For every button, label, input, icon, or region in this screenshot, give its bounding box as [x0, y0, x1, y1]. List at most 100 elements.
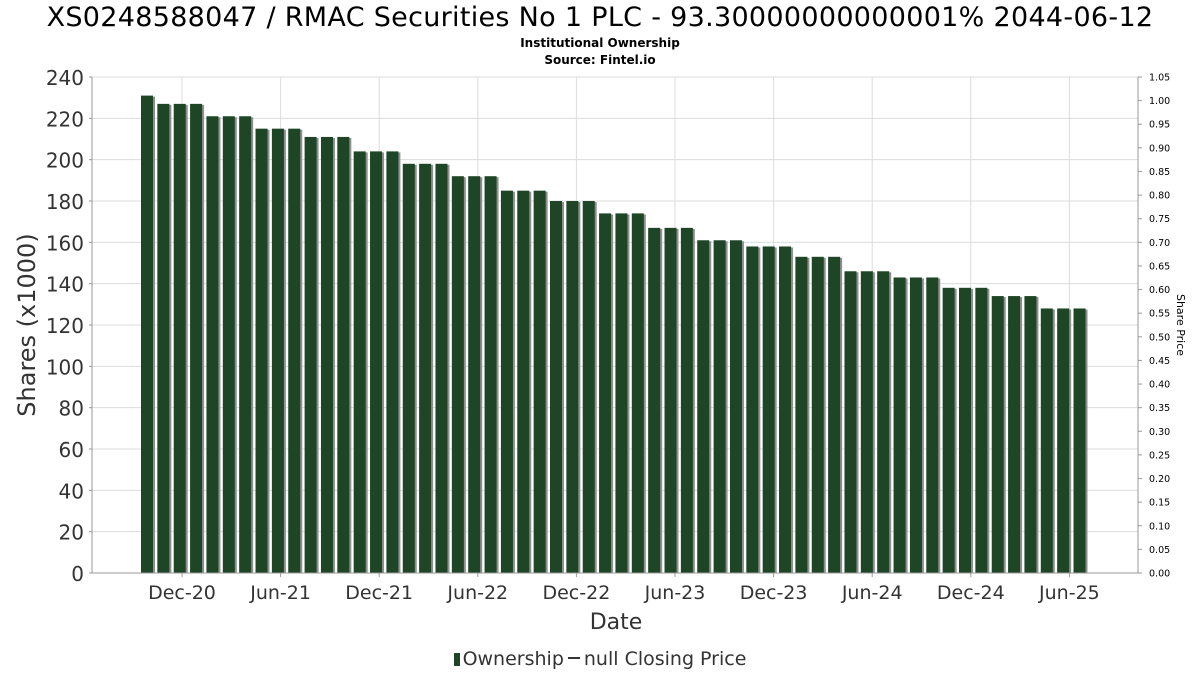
- ownership-bar: [795, 256, 808, 573]
- y2-tick-label: 0.60: [1149, 285, 1170, 296]
- y2-axis-label: Share Price: [1174, 294, 1187, 356]
- y2-tick-label: 0.90: [1149, 143, 1170, 154]
- ownership-bar: [190, 103, 203, 573]
- ownership-bar: [779, 246, 792, 573]
- ownership-bar: [451, 176, 464, 573]
- ownership-bar: [959, 287, 971, 573]
- y2-tick-label: 0.35: [1149, 403, 1170, 414]
- x-tick-label: Dec-24: [937, 582, 1005, 604]
- y2-tick-label: 1.05: [1149, 73, 1170, 84]
- ownership-bar: [500, 190, 513, 573]
- y-tick-label: 60: [59, 438, 84, 462]
- y2-tick-label: 0.45: [1149, 356, 1170, 367]
- ownership-bar: [484, 176, 497, 573]
- ownership-bar: [550, 201, 562, 573]
- x-axis-ticks: Dec-20 Jun-21 Dec-21 Jun-22 Dec-22 Jun-23 Dec-…: [148, 573, 1100, 604]
- y2-tick-label: 0.65: [1149, 261, 1170, 272]
- ownership-bar: [729, 240, 742, 573]
- ownership-bar: [909, 277, 922, 573]
- ownership-bar: [762, 246, 775, 573]
- ownership-bar: [1008, 296, 1021, 573]
- y-tick-label: 100: [46, 355, 84, 379]
- legend-closing-price-label: null Closing Price: [583, 648, 747, 670]
- x-tick-label: Jun-22: [446, 582, 508, 604]
- ownership-bar: [157, 103, 170, 573]
- y-tick-label: 20: [59, 521, 84, 545]
- closing-price-legend-line: [567, 657, 580, 659]
- legend-ownership-label: Ownership: [462, 648, 564, 670]
- y-tick-label: 220: [46, 107, 84, 131]
- x-tick-label: Dec-20: [148, 582, 216, 604]
- chart-source: Source: Fintel.io: [544, 53, 656, 67]
- ownership-bar: [713, 240, 726, 573]
- x-axis-label: Date: [590, 610, 643, 635]
- y2-tick-label: 0.10: [1149, 521, 1170, 532]
- ownership-bar: [599, 213, 612, 573]
- ownership-bar: [1073, 308, 1086, 573]
- y2-tick-label: 0.75: [1149, 214, 1170, 225]
- x-tick-label: Jun-24: [841, 582, 903, 604]
- x-tick-label: Jun-23: [644, 582, 706, 604]
- ownership-bar: [173, 103, 186, 573]
- y2-tick-label: 0.05: [1149, 545, 1170, 556]
- ownership-bar: [288, 128, 301, 573]
- ownership-bar: [517, 190, 530, 573]
- y2-tick-label: 1.00: [1149, 96, 1170, 107]
- ownership-bar: [860, 271, 873, 573]
- y-tick-label: 160: [46, 231, 84, 255]
- y2-tick-label: 0.85: [1149, 167, 1170, 178]
- y-tick-label: 0: [71, 562, 84, 586]
- ownership-bar: [353, 151, 366, 573]
- y2-tick-label: 0.30: [1149, 427, 1170, 438]
- ownership-bar: [370, 151, 383, 573]
- ownership-bar: [402, 163, 415, 574]
- y-tick-label: 40: [59, 479, 84, 503]
- y-tick-label: 240: [46, 66, 84, 90]
- ownership-bar: [680, 227, 693, 573]
- y2-tick-label: 0.55: [1149, 309, 1170, 320]
- ownership-bar: [664, 227, 677, 573]
- y2-tick-label: 0.00: [1149, 569, 1170, 580]
- ownership-bar: [844, 271, 857, 573]
- ownership-bar: [811, 256, 824, 573]
- y-tick-label: 200: [46, 149, 84, 173]
- ownership-bar: [1057, 308, 1070, 573]
- ownership-bar: [877, 271, 890, 573]
- y-tick-label: 120: [46, 314, 84, 338]
- ownership-bar: [582, 201, 595, 573]
- ownership-bar: [239, 116, 252, 574]
- y2-tick-label: 0.20: [1149, 474, 1170, 485]
- ownership-bar: [141, 95, 153, 573]
- ownership-bar: [533, 190, 546, 573]
- x-tick-label: Jun-21: [249, 582, 311, 604]
- ownership-bar: [222, 116, 235, 574]
- ownership-bar: [975, 287, 988, 573]
- ownership-bar: [648, 227, 661, 573]
- ownership-bar: [337, 136, 350, 573]
- y2-tick-label: 0.15: [1149, 498, 1170, 509]
- ownership-bar: [991, 296, 1004, 573]
- ownership-bar: [828, 256, 841, 573]
- ownership-bar: [304, 136, 317, 573]
- ownership-bar: [942, 287, 955, 573]
- ownership-bar: [468, 176, 481, 573]
- x-tick-label: Dec-21: [345, 582, 413, 604]
- x-tick-label: Jun-25: [1038, 582, 1100, 604]
- ownership-bar: [435, 163, 448, 574]
- chart-title: XS0248588047 / RMAC Securities No 1 PLC …: [46, 2, 1154, 33]
- ownership-bar: [566, 201, 579, 573]
- ownership-bar: [271, 128, 284, 573]
- ownership-bar: [1040, 308, 1053, 573]
- ownership-legend-swatch: [453, 653, 460, 666]
- y2-tick-label: 0.70: [1149, 238, 1170, 249]
- y2-tick-label: 0.40: [1149, 380, 1170, 391]
- ownership-bar: [206, 116, 219, 574]
- y-tick-label: 80: [59, 397, 84, 421]
- ownership-bar: [746, 246, 759, 573]
- ownership-bar: [615, 213, 628, 573]
- chart-subtitle: Institutional Ownership: [520, 36, 680, 50]
- ownership-bar: [1024, 296, 1037, 573]
- y2-tick-label: 0.50: [1149, 332, 1170, 343]
- y-tick-label: 180: [46, 190, 84, 214]
